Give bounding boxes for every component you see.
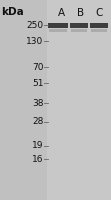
Text: 51: 51 — [32, 78, 43, 88]
Text: C: C — [96, 8, 103, 18]
Text: 250: 250 — [26, 21, 43, 29]
Bar — [49, 29, 67, 32]
Bar — [71, 29, 87, 32]
Bar — [47, 0, 111, 200]
Text: 16: 16 — [32, 154, 43, 164]
Text: 70: 70 — [32, 62, 43, 72]
Text: A: A — [58, 8, 65, 18]
Text: 28: 28 — [32, 117, 43, 127]
Text: 130: 130 — [26, 36, 43, 46]
Bar — [70, 23, 88, 28]
Bar — [90, 23, 108, 28]
Text: B: B — [77, 8, 84, 18]
Bar — [48, 23, 68, 28]
Text: 38: 38 — [32, 98, 43, 108]
Text: kDa: kDa — [1, 7, 24, 17]
Text: 19: 19 — [32, 142, 43, 150]
Bar — [91, 29, 107, 32]
